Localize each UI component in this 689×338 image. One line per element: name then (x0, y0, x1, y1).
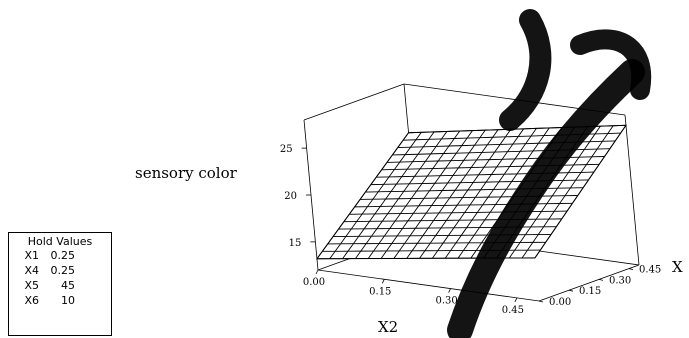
hold-var-value: 10 (61, 294, 75, 307)
hold-var-name: X1 (24, 249, 39, 262)
mesh-line-x (329, 132, 422, 259)
mesh-line-x (355, 131, 448, 259)
z-tick-label: 25 (280, 144, 293, 155)
hold-row: X5 45 (9, 278, 111, 293)
box-edge (624, 114, 640, 266)
x-tick-label: 0.30 (435, 296, 457, 307)
hold-var-name: X4 (24, 264, 39, 277)
x-tick-mark (315, 269, 319, 275)
x-axis-label: X2 (378, 318, 398, 336)
hold-row: X6 10 (9, 293, 111, 308)
x-tick-mark (381, 279, 385, 284)
box-edge (403, 83, 626, 116)
hold-var-value: 45 (61, 279, 75, 292)
hold-var-name: X6 (24, 294, 39, 307)
y-tick-label: 0.30 (609, 275, 631, 286)
x-tick-mark (448, 288, 451, 293)
hold-row: X4 0.25 (9, 263, 111, 278)
hold-var-name: X5 (24, 279, 39, 292)
hold-values-legend: Hold Values X1 0.25 X4 0.25 X5 45 X6 10 (8, 232, 112, 336)
mesh-line-x (342, 131, 435, 259)
x-tick-label: 0.00 (303, 277, 325, 288)
z-axis-label: sensory color (135, 164, 238, 182)
box-edge (303, 83, 405, 121)
y-tick-label: 0.45 (639, 265, 661, 276)
z-tick-label: 20 (284, 191, 297, 202)
mesh-line-x (367, 130, 461, 259)
hold-row: X1 0.25 (9, 248, 111, 263)
y-tick-label: 0.15 (579, 286, 601, 297)
mesh-line-x (316, 132, 409, 260)
hold-var-value: 0.25 (50, 264, 76, 277)
y-tick-mark (628, 268, 634, 270)
hold-values-title: Hold Values (27, 235, 93, 248)
x-tick-label: 0.45 (502, 305, 524, 316)
y-axis-label: X (672, 258, 683, 276)
y-tick-mark (598, 279, 604, 281)
y-tick-mark (568, 289, 574, 292)
y-tick-label: 0.00 (549, 297, 571, 308)
x-tick-label: 0.15 (369, 286, 391, 297)
x-tick-mark (514, 297, 518, 303)
hold-var-value: 0.25 (50, 249, 76, 262)
z-tick-label: 15 (289, 238, 302, 249)
response-surface (315, 124, 627, 260)
box-edge (317, 269, 540, 302)
y-tick-mark (538, 300, 544, 303)
